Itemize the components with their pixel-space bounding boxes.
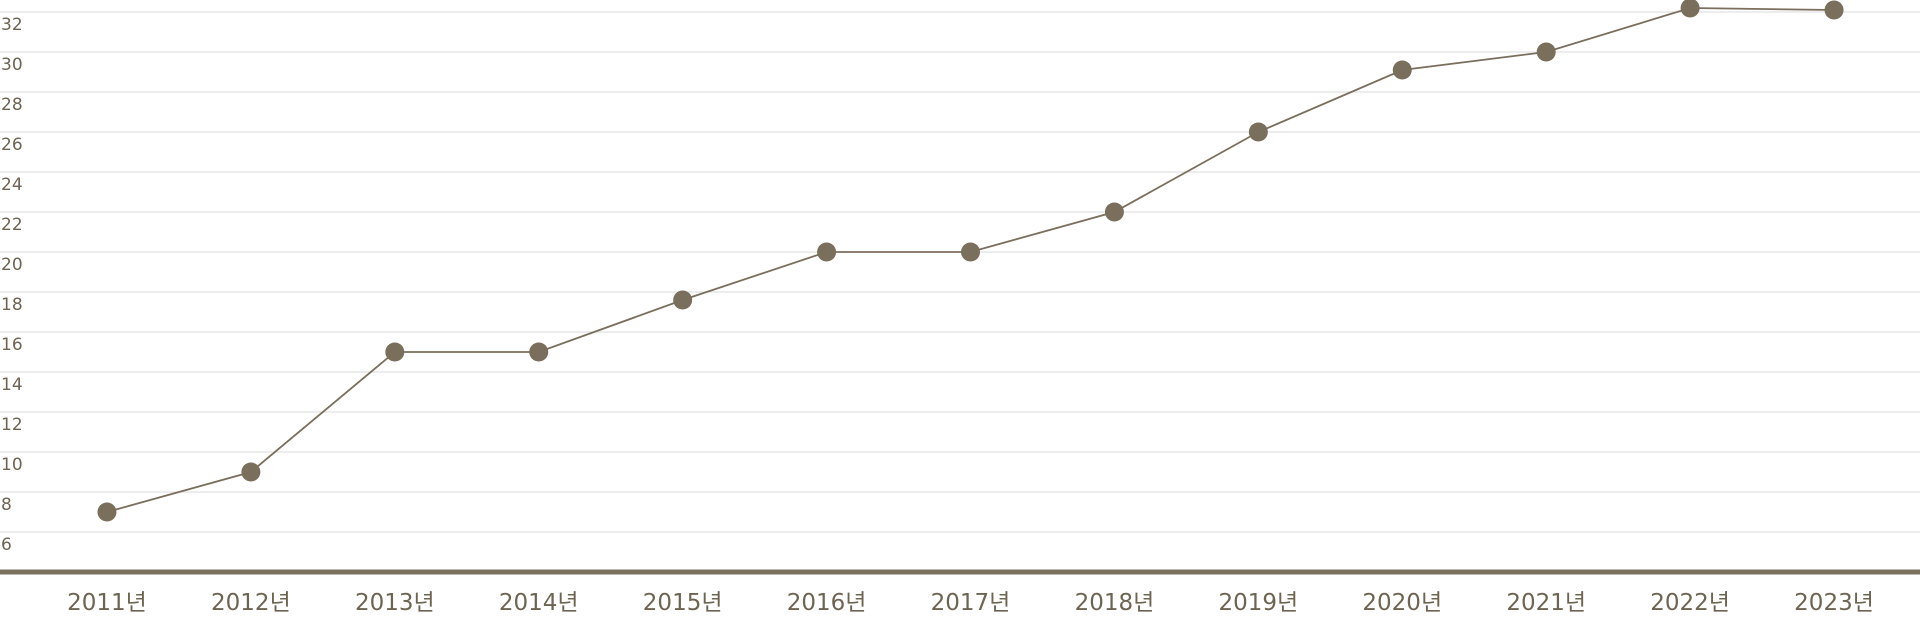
y-tick-label: 12 bbox=[1, 415, 23, 435]
x-tick-label: 2015년 bbox=[643, 590, 723, 616]
y-tick-label: 26 bbox=[1, 135, 23, 155]
y-tick-label: 8 bbox=[1, 495, 12, 515]
x-tick-label: 2016년 bbox=[787, 590, 867, 616]
point bbox=[529, 342, 549, 362]
x-tick-label: 2014년 bbox=[499, 590, 579, 616]
point bbox=[241, 462, 261, 482]
point bbox=[961, 242, 980, 262]
y-tick-label: 16 bbox=[1, 335, 23, 355]
point bbox=[673, 290, 693, 310]
y-tick-label: 28 bbox=[1, 95, 23, 115]
x-tick-label: 2019년 bbox=[1218, 590, 1298, 616]
point bbox=[1104, 202, 1124, 222]
point bbox=[97, 502, 117, 522]
x-tick-label: 2018년 bbox=[1075, 590, 1155, 616]
x-tick-label: 2022년 bbox=[1650, 590, 1730, 616]
point bbox=[1392, 60, 1412, 80]
y-tick-label: 22 bbox=[1, 215, 23, 235]
x-tick-label: 2012년 bbox=[211, 590, 291, 616]
y-tick-label: 14 bbox=[1, 375, 23, 395]
y-tick-label: 30 bbox=[1, 55, 23, 75]
y-tick-label: 10 bbox=[1, 455, 23, 475]
x-tick-label: 2023년 bbox=[1794, 590, 1874, 616]
point bbox=[385, 342, 405, 362]
point bbox=[1824, 0, 1844, 20]
x-tick-label: 2013년 bbox=[355, 590, 435, 616]
y-tick-label: 18 bbox=[1, 295, 23, 315]
y-tick-label: 32 bbox=[1, 15, 23, 35]
x-tick-label: 2020년 bbox=[1362, 590, 1442, 616]
point bbox=[1536, 42, 1556, 62]
point bbox=[817, 242, 837, 262]
x-tick-label: 2021년 bbox=[1506, 590, 1586, 616]
x-tick-label: 2017년 bbox=[931, 590, 1011, 616]
y-tick-label: 6 bbox=[1, 535, 12, 555]
y-tick-label: 20 bbox=[1, 255, 23, 275]
y-tick-label: 24 bbox=[1, 175, 23, 195]
point bbox=[1248, 122, 1268, 142]
point bbox=[1680, 0, 1700, 18]
x-tick-label: 2011년 bbox=[67, 590, 147, 616]
